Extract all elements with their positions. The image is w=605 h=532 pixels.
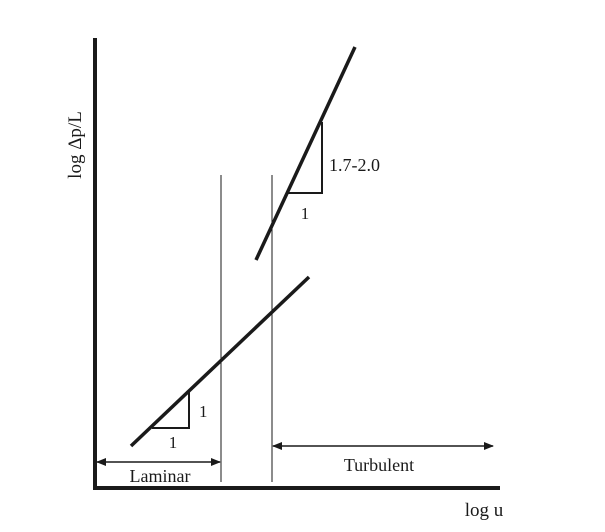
laminar-regime-line [129,275,311,448]
y-axis-label: log Δp/L [65,111,86,179]
turbulent-slope-rise-label: 1.7-2.0 [329,155,380,175]
laminar-slope-run-label: 1 [169,433,178,452]
laminar-slope-triangle [152,391,190,429]
turbulent-regime-line [254,46,357,261]
x-axis-label: log u [465,500,504,521]
turbulent-slope-run-label: 1 [301,204,310,223]
turbulent-region-label: Turbulent [344,455,414,475]
laminar-region-label: Laminar [130,466,191,486]
turbulent-slope-triangle [287,122,323,194]
laminar-slope-rise-label: 1 [199,402,208,421]
